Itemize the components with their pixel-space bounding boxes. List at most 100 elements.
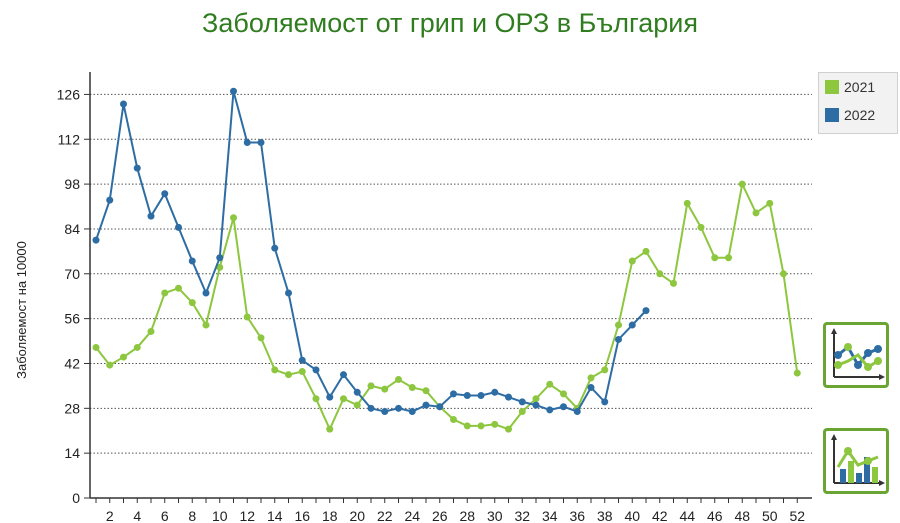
data-point-2021 [491, 420, 499, 428]
data-point-2021 [711, 254, 719, 262]
data-point-2022 [340, 371, 347, 379]
data-point-2022 [92, 236, 100, 244]
data-point-2021 [353, 401, 361, 409]
data-point-2021 [477, 422, 485, 430]
data-point-2022 [381, 408, 389, 416]
data-point-2021 [752, 209, 760, 217]
data-point-2021 [642, 247, 650, 255]
y-tick-label: 56 [64, 311, 80, 327]
x-tick-label: 16 [294, 508, 310, 523]
data-point-2021 [120, 353, 127, 361]
data-point-2021 [628, 257, 636, 265]
data-point-2022 [422, 401, 430, 409]
data-point-2022 [367, 404, 375, 412]
data-point-2022 [560, 403, 567, 411]
data-point-2021 [532, 395, 540, 403]
data-point-2022 [298, 356, 306, 364]
x-tick-label: 44 [679, 508, 695, 523]
data-point-2022 [326, 393, 334, 401]
axes [84, 72, 812, 503]
y-tick-label: 42 [64, 355, 80, 371]
data-point-2022 [546, 406, 554, 414]
data-point-2021 [670, 279, 677, 287]
legend-item-2021[interactable]: 2021 [819, 73, 897, 101]
legend-swatch-2021 [825, 80, 839, 94]
data-point-2021 [725, 254, 732, 262]
data-point-2021 [505, 425, 512, 433]
series-line-2021 [95, 180, 799, 432]
legend-swatch-2022 [825, 108, 839, 122]
y-tick-label: 28 [64, 400, 80, 416]
x-tick-label: 8 [188, 508, 196, 523]
data-point-2021 [697, 223, 705, 231]
data-point-2021 [450, 416, 457, 424]
y-tick-label: 84 [64, 221, 80, 237]
series [92, 87, 801, 433]
x-tick-label: 32 [514, 508, 530, 523]
data-point-2021 [615, 321, 622, 329]
data-point-2022 [216, 254, 224, 262]
bar-chart-view-button[interactable] [823, 428, 889, 494]
data-point-2022 [436, 403, 444, 411]
data-point-2021 [656, 270, 664, 278]
x-tick-label: 46 [707, 508, 723, 523]
data-point-2021 [408, 383, 416, 391]
data-point-2022 [353, 388, 361, 396]
data-point-2022 [463, 392, 471, 400]
data-point-2022 [106, 196, 114, 204]
data-point-2022 [230, 87, 237, 95]
data-point-2022 [587, 383, 595, 391]
data-point-2022 [615, 335, 622, 343]
x-tick-label: 26 [432, 508, 448, 523]
x-tick-label: 4 [133, 508, 141, 523]
y-tick-label: 98 [64, 176, 80, 192]
data-point-2022 [518, 398, 526, 406]
data-point-2021 [546, 380, 554, 388]
data-point-2021 [243, 313, 251, 321]
data-point-2021 [601, 366, 609, 374]
y-axis-label: Заболяемост на 10000 [14, 241, 29, 379]
x-tick-label: 20 [349, 508, 365, 523]
x-tick-label: 14 [267, 508, 283, 523]
bar-chart-icon [831, 434, 885, 486]
y-tick-label: 112 [58, 131, 81, 147]
data-point-2022 [573, 408, 581, 416]
data-point-2021 [463, 422, 471, 430]
data-point-2022 [271, 244, 279, 252]
data-point-2022 [450, 390, 457, 398]
legend-item-2022[interactable]: 2022 [819, 101, 897, 129]
data-point-2021 [518, 408, 526, 416]
line-chart-icon [831, 328, 885, 380]
data-point-2022 [491, 388, 499, 396]
data-point-2022 [628, 321, 636, 329]
data-point-2021 [257, 334, 265, 342]
data-point-2022 [601, 398, 609, 406]
x-tick-label: 52 [789, 508, 805, 523]
data-point-2021 [92, 343, 100, 351]
data-point-2021 [381, 385, 389, 393]
x-tick-label: 30 [487, 508, 503, 523]
x-tick-label: 36 [569, 508, 585, 523]
data-point-2021 [175, 284, 182, 292]
data-point-2022 [408, 408, 416, 416]
data-point-2022 [161, 190, 169, 198]
data-point-2021 [285, 371, 292, 379]
x-tick-label: 10 [212, 508, 228, 523]
x-tick-label: 50 [762, 508, 778, 523]
data-point-2022 [532, 401, 540, 409]
x-tick-label: 2 [106, 508, 114, 523]
y-tick-label: 126 [57, 86, 81, 102]
data-point-2021 [367, 382, 375, 390]
x-tick-label: 22 [377, 508, 393, 523]
data-point-2021 [683, 199, 691, 207]
data-point-2022 [133, 164, 141, 172]
data-point-2022 [477, 392, 485, 400]
data-point-2022 [505, 393, 512, 401]
legend: 2021 2022 [818, 72, 898, 134]
data-point-2022 [312, 366, 320, 374]
data-point-2021 [780, 270, 787, 278]
data-point-2022 [147, 212, 155, 220]
data-point-2022 [395, 404, 402, 412]
y-tick-label: 14 [64, 445, 80, 461]
line-chart-view-button[interactable] [823, 322, 889, 388]
